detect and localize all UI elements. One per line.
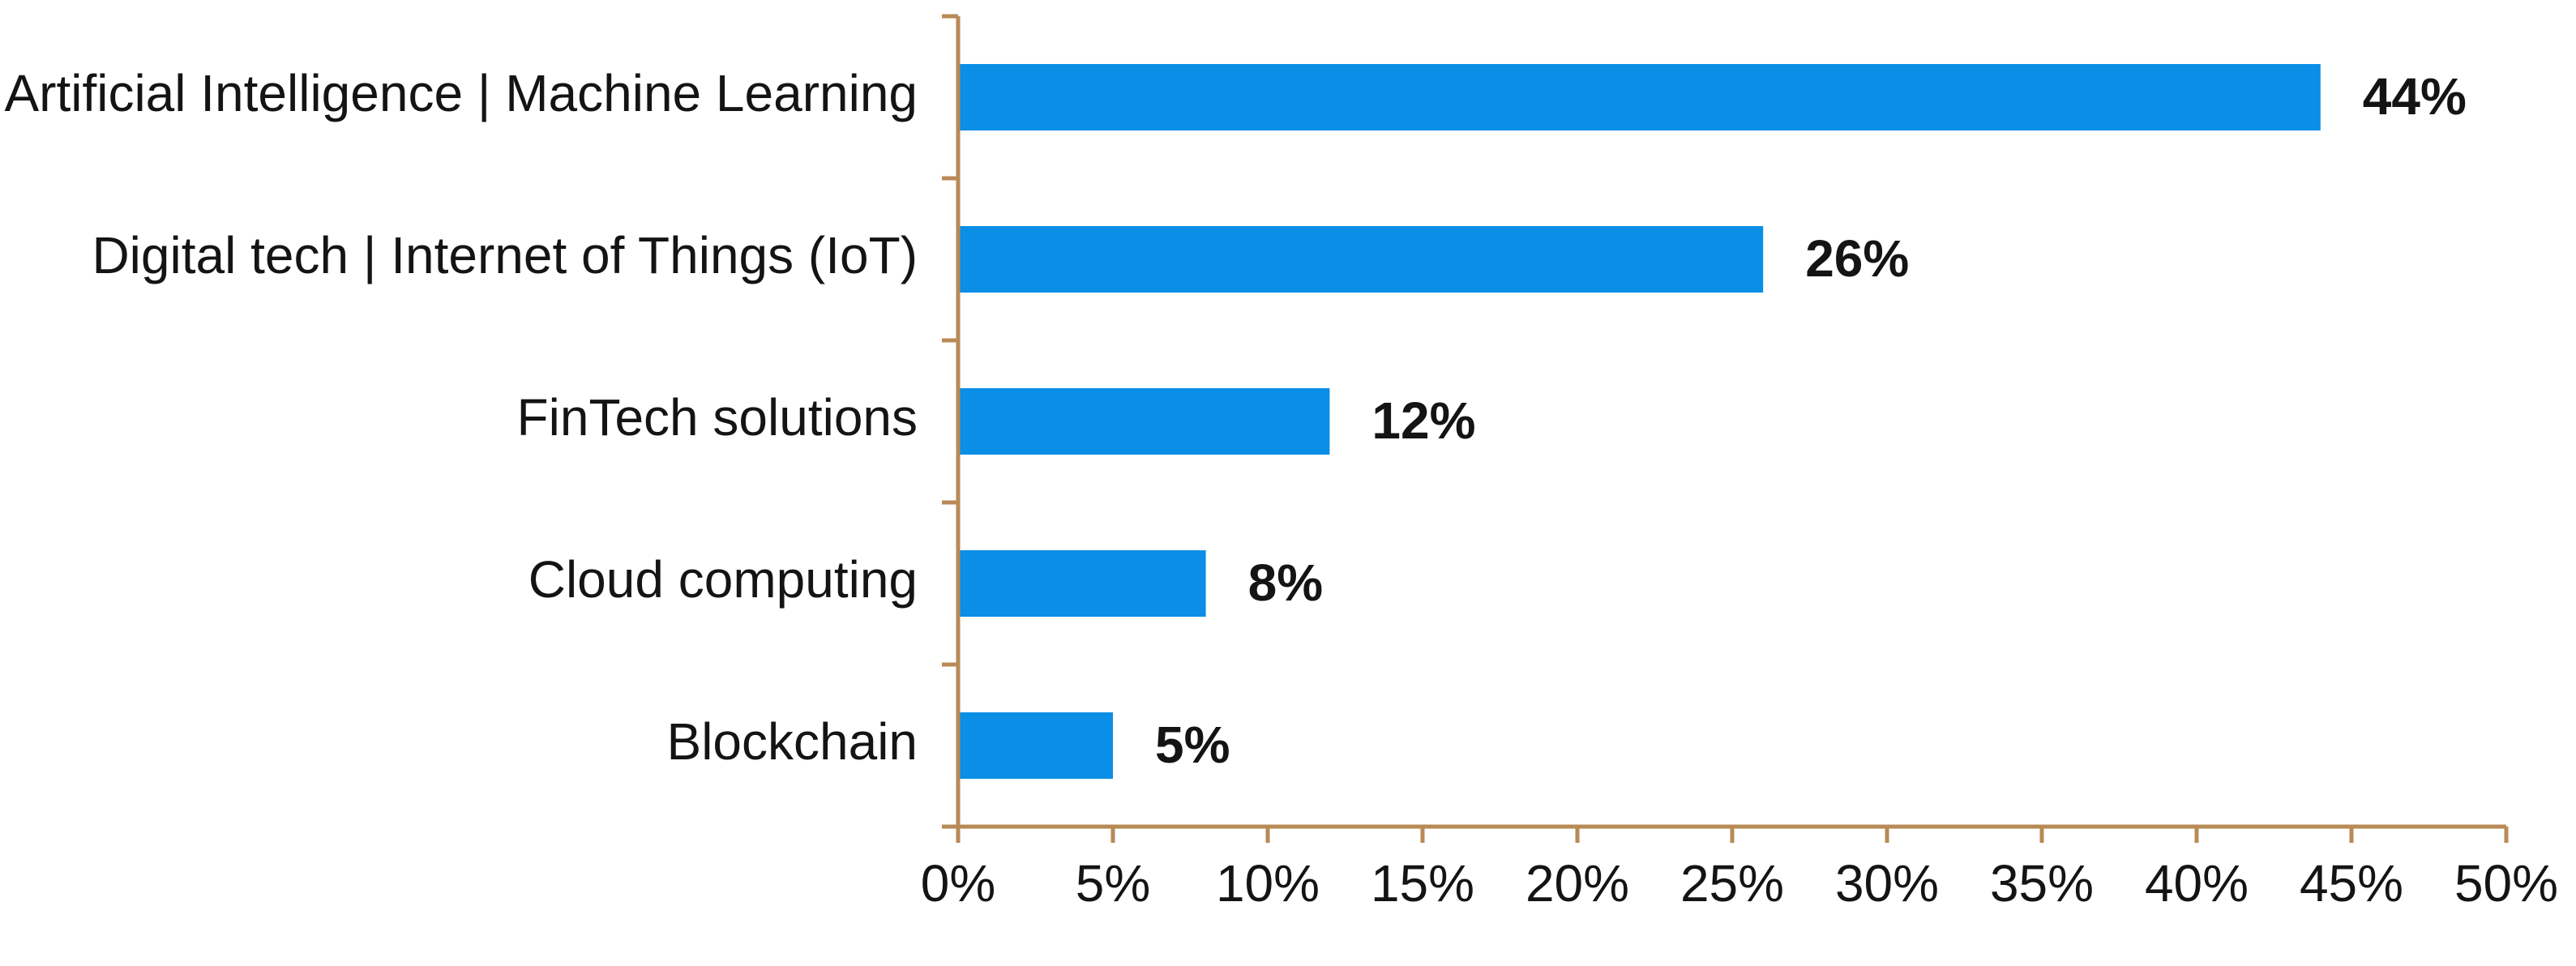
- data-label: 8%: [1248, 554, 1324, 612]
- x-tick-label: 5%: [1076, 854, 1151, 913]
- x-tick-label: 15%: [1371, 854, 1474, 913]
- category-label: Cloud computing: [528, 550, 918, 609]
- x-tick-label: 35%: [1990, 854, 2094, 913]
- category-label: Digital tech | Internet of Things (IoT): [92, 226, 918, 284]
- x-tick-label: 20%: [1525, 854, 1629, 913]
- bars-layer: [958, 64, 2321, 779]
- x-tick-label: 25%: [1680, 854, 1784, 913]
- bar: [958, 388, 1330, 455]
- x-tick-label: 10%: [1216, 854, 1320, 913]
- bar: [958, 64, 2321, 130]
- x-tick-label: 40%: [2145, 854, 2249, 913]
- data-label: 26%: [1805, 229, 1909, 288]
- category-label: Blockchain: [667, 712, 918, 771]
- data-label: 44%: [2363, 67, 2467, 126]
- axis-layer: [942, 14, 2509, 843]
- bar: [958, 550, 1206, 617]
- data-label: 5%: [1155, 716, 1230, 774]
- x-tick-label: 45%: [2300, 854, 2403, 913]
- x-tick-label: 0%: [921, 854, 996, 913]
- bar: [958, 712, 1113, 779]
- x-tick-label: 30%: [1835, 854, 1939, 913]
- category-label: Artificial Intelligence | Machine Learni…: [4, 64, 918, 122]
- labels-layer: Artificial Intelligence | Machine Learni…: [4, 64, 2558, 913]
- category-label: FinTech solutions: [517, 388, 918, 447]
- x-tick-label: 50%: [2454, 854, 2558, 913]
- bar: [958, 226, 1764, 293]
- data-label: 12%: [1371, 391, 1475, 450]
